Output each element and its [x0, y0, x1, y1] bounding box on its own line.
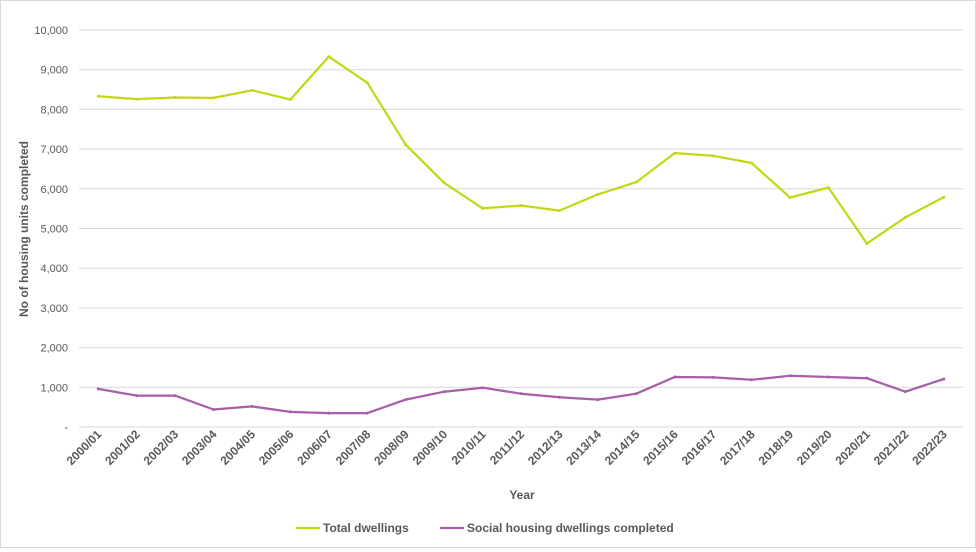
x-tick-label: 2000/01 [64, 427, 105, 468]
y-tick-label: 9,000 [40, 65, 68, 77]
x-tick-label: 2019/20 [794, 427, 835, 468]
data-point [212, 96, 216, 100]
data-point [288, 410, 292, 414]
x-tick-label: 2003/04 [179, 427, 220, 468]
data-point [481, 206, 485, 210]
y-tick-label: 7,000 [40, 144, 68, 156]
data-point [711, 154, 715, 158]
data-point [212, 408, 216, 412]
x-tick-label: 2007/08 [333, 427, 374, 468]
data-point [750, 161, 754, 165]
data-point [250, 404, 254, 408]
data-point [788, 374, 792, 378]
data-point [634, 392, 638, 396]
x-tick-label: 2012/13 [525, 427, 566, 468]
y-axis-ticks: - 1,000 2,000 3,000 4,000 5,000 6,000 7,000 8,00… [34, 25, 68, 434]
data-point [750, 378, 754, 382]
data-point [903, 215, 907, 219]
x-tick-label: 2001/02 [102, 427, 143, 468]
x-tick-label: 2006/07 [294, 427, 335, 468]
data-point [404, 143, 408, 147]
y-tick-label: 3,000 [40, 303, 68, 315]
data-point [135, 97, 139, 101]
x-axis-title: Year [509, 488, 535, 502]
x-tick-label: 2015/16 [640, 427, 681, 468]
data-point [557, 209, 561, 213]
data-point [288, 97, 292, 101]
y-tick-label: 8,000 [40, 104, 68, 116]
x-tick-label: 2002/03 [141, 427, 182, 468]
data-point [942, 195, 946, 199]
y-tick-label: 6,000 [40, 184, 68, 196]
x-tick-label: 2021/22 [871, 427, 912, 468]
data-point [173, 95, 177, 99]
x-axis-ticks: 2000/012001/022002/032003/042004/052005/… [64, 427, 950, 468]
data-point [673, 151, 677, 155]
y-tick-label: 4,000 [40, 263, 68, 275]
data-point [519, 203, 523, 207]
data-point [250, 88, 254, 92]
data-point [596, 192, 600, 196]
x-tick-label: 2010/11 [449, 427, 489, 467]
data-point [519, 392, 523, 396]
data-point [365, 81, 369, 85]
x-tick-label: 2011/12 [487, 427, 527, 467]
data-point [711, 375, 715, 379]
data-point [96, 94, 100, 98]
data-point [673, 375, 677, 379]
x-tick-label: 2020/21 [832, 427, 873, 468]
data-point [365, 411, 369, 415]
y-tick-label: 10,000 [34, 25, 68, 37]
x-tick-label: 2008/09 [371, 427, 412, 468]
legend: Total dwellings Social housing dwellings … [296, 521, 674, 535]
data-point [596, 398, 600, 402]
data-point [865, 376, 869, 380]
data-point [903, 390, 907, 394]
y-tick-label: - [64, 422, 68, 434]
x-tick-label: 2022/23 [909, 427, 950, 468]
x-tick-label: 2014/15 [602, 427, 643, 468]
y-tick-label: 2,000 [40, 343, 68, 355]
gridlines [79, 29, 963, 428]
data-point [327, 55, 331, 59]
data-point [327, 411, 331, 415]
data-point [788, 196, 792, 200]
legend-label-2: Social housing dwellings completed [467, 521, 674, 535]
y-tick-label: 1,000 [40, 382, 68, 394]
data-point [96, 387, 100, 391]
series-lines [96, 55, 946, 415]
data-point [865, 242, 869, 246]
data-point [442, 181, 446, 185]
data-point [135, 394, 139, 398]
x-tick-label: 2004/05 [217, 427, 258, 468]
data-point [634, 180, 638, 184]
data-point [173, 394, 177, 398]
series-line-1 [97, 55, 945, 245]
legend-label-1: Total dwellings [323, 521, 409, 535]
x-tick-label: 2013/14 [563, 427, 604, 468]
x-tick-label: 2005/06 [256, 427, 297, 468]
data-point [942, 377, 946, 381]
x-tick-label: 2009/10 [410, 427, 451, 468]
data-point [481, 386, 485, 390]
y-axis-title: No of housing units completed [17, 141, 31, 317]
x-tick-label: 2016/17 [679, 427, 720, 468]
y-tick-label: 5,000 [40, 224, 68, 236]
data-point [826, 375, 830, 379]
x-tick-label: 2018/19 [756, 427, 797, 468]
data-point [557, 395, 561, 399]
data-point [826, 186, 830, 190]
x-tick-label: 2017/18 [717, 427, 758, 468]
data-point [404, 398, 408, 402]
data-point [442, 390, 446, 394]
